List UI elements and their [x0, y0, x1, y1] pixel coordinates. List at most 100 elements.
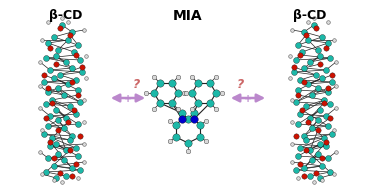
Point	[61, 159, 67, 162]
Point	[47, 144, 53, 147]
Point	[183, 91, 189, 94]
Point	[39, 39, 45, 42]
Point	[67, 149, 73, 152]
Point	[307, 149, 313, 152]
Point	[79, 65, 85, 68]
Point	[311, 23, 317, 26]
Point	[331, 39, 337, 42]
Point	[81, 160, 87, 163]
Point	[333, 60, 339, 64]
Point	[317, 143, 323, 146]
Point	[309, 159, 315, 162]
Point	[51, 156, 57, 160]
Point	[319, 178, 325, 181]
Point	[327, 116, 333, 119]
Point	[331, 173, 337, 176]
Point	[181, 91, 187, 94]
Point	[75, 122, 81, 125]
Text: β-CD: β-CD	[49, 9, 83, 22]
Point	[45, 42, 51, 45]
Point	[289, 143, 295, 146]
Point	[47, 115, 53, 118]
Point	[61, 126, 67, 129]
Point	[329, 132, 335, 136]
Point	[67, 33, 73, 36]
Point	[51, 77, 57, 80]
Point	[325, 91, 331, 94]
Point	[83, 77, 89, 80]
Point	[47, 68, 53, 71]
Point	[307, 174, 313, 177]
Point	[315, 129, 321, 132]
Point	[37, 84, 43, 88]
Point	[57, 74, 63, 77]
Point	[71, 108, 77, 112]
Point	[55, 49, 61, 52]
Point	[311, 180, 317, 184]
Point	[43, 57, 49, 60]
Point	[307, 60, 313, 64]
Point	[51, 164, 57, 167]
Point	[299, 108, 305, 112]
Point	[213, 75, 219, 78]
Point	[191, 118, 197, 121]
Point	[43, 170, 49, 174]
Point	[295, 154, 301, 157]
Point	[143, 91, 149, 94]
Point	[323, 140, 329, 143]
Point	[73, 78, 79, 81]
Point	[75, 154, 81, 157]
Point	[175, 108, 181, 111]
Point	[295, 43, 301, 46]
Point	[327, 57, 333, 60]
Point	[55, 87, 61, 90]
Point	[331, 129, 337, 132]
Point	[157, 101, 163, 105]
Point	[55, 153, 61, 156]
Point	[291, 70, 297, 74]
Point	[169, 81, 175, 84]
Text: +: +	[124, 94, 132, 104]
Point	[69, 67, 75, 70]
Point	[301, 67, 307, 70]
Point	[151, 91, 157, 94]
Point	[37, 60, 43, 64]
Point	[53, 54, 59, 57]
Point	[167, 119, 173, 122]
Point	[219, 91, 225, 94]
Point	[213, 91, 219, 94]
Point	[69, 167, 75, 170]
Point	[291, 65, 297, 68]
Point	[67, 139, 73, 142]
Point	[39, 173, 45, 176]
Point	[47, 46, 53, 50]
Point	[51, 178, 57, 181]
Point	[319, 156, 325, 160]
Point	[175, 91, 181, 94]
Point	[203, 139, 209, 143]
Point	[63, 149, 69, 152]
Point	[325, 87, 331, 90]
Point	[81, 121, 87, 124]
Point	[43, 102, 49, 105]
Point	[53, 177, 59, 180]
Point	[45, 125, 51, 128]
Point	[179, 118, 185, 121]
Point	[301, 174, 307, 177]
Point	[63, 116, 69, 119]
Point	[325, 125, 331, 128]
Point	[313, 171, 319, 174]
Point	[41, 132, 47, 136]
Point	[179, 112, 185, 115]
Point	[75, 177, 81, 180]
Point	[39, 129, 45, 132]
Point	[333, 84, 339, 88]
Point	[307, 116, 313, 119]
Point	[51, 36, 57, 39]
Point	[69, 135, 75, 138]
Point	[151, 75, 157, 78]
Text: +: +	[244, 94, 252, 104]
Point	[333, 106, 339, 109]
Point	[69, 174, 75, 177]
Point	[77, 168, 83, 171]
